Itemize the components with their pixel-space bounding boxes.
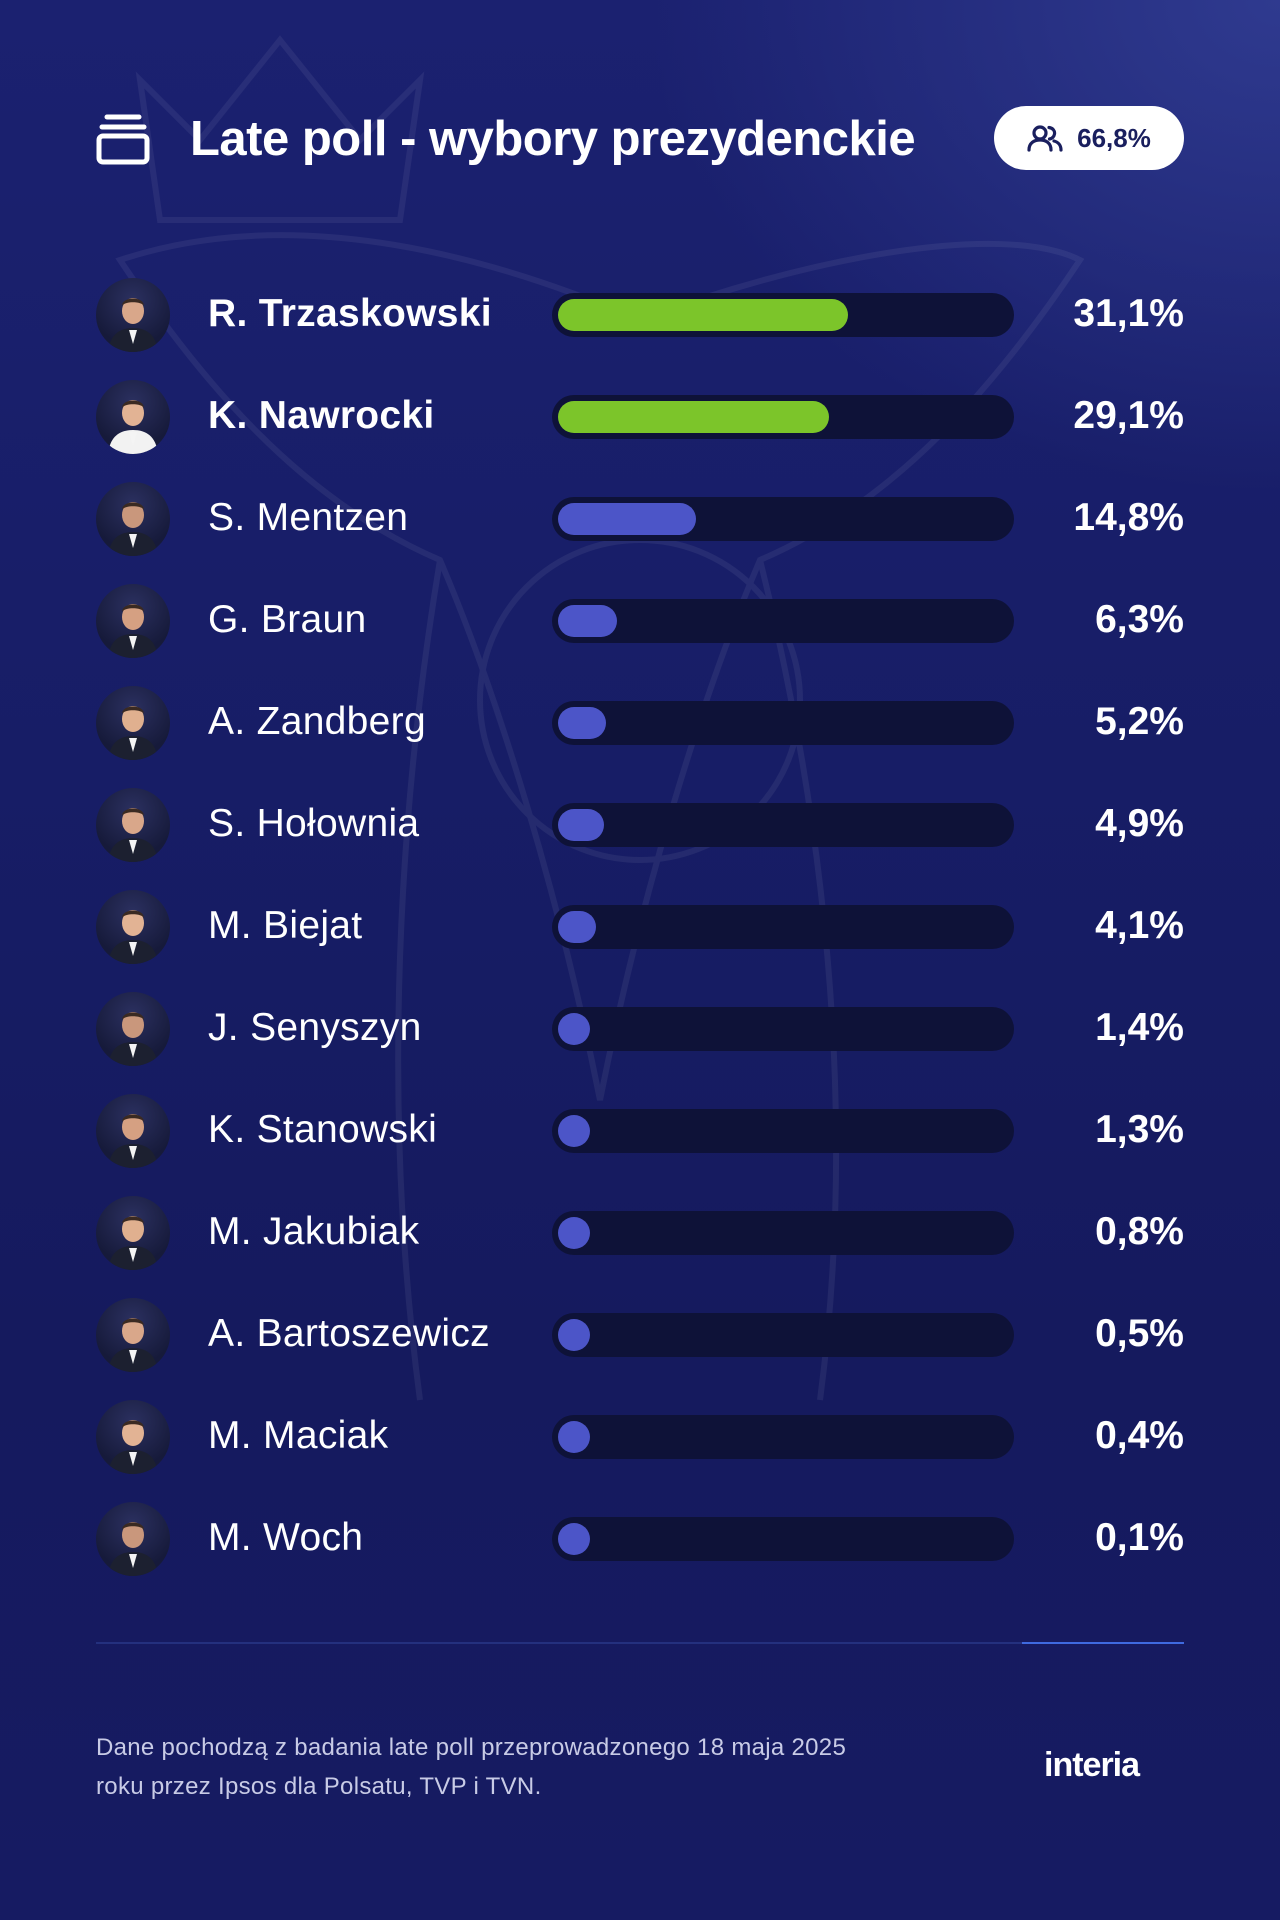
bar-value-label: 31,1% <box>1073 292 1184 335</box>
bar-fill <box>558 1217 590 1249</box>
turnout-badge: 66,8% <box>994 106 1184 170</box>
candidate-avatar <box>96 1502 170 1576</box>
candidate-name: J. Senyszyn <box>208 1006 422 1049</box>
candidate-avatar <box>96 890 170 964</box>
bar-fill <box>558 1013 590 1045</box>
header: Late poll - wybory prezydenckie 66,8% <box>96 104 1184 174</box>
candidate-row: A. Zandberg 5,2% <box>96 686 1184 788</box>
candidate-avatar <box>96 686 170 760</box>
bar-track <box>552 293 1014 337</box>
candidate-row: S. Mentzen 14,8% <box>96 482 1184 584</box>
candidate-avatar <box>96 584 170 658</box>
candidate-avatar <box>96 380 170 454</box>
bar-fill <box>558 809 604 841</box>
page-title: Late poll - wybory prezydenckie <box>190 112 916 166</box>
turnout-value: 66,8% <box>1077 122 1151 153</box>
bar-fill <box>558 401 829 433</box>
bar-track <box>552 1313 1014 1357</box>
candidate-avatar <box>96 482 170 556</box>
candidate-avatar <box>96 1094 170 1168</box>
bar-value-label: 4,9% <box>1095 802 1184 845</box>
bar-value-label: 14,8% <box>1073 496 1184 539</box>
bar-track <box>552 1517 1014 1561</box>
bar-chart: R. Trzaskowski 31,1% K. Nawrocki 29,1% S. Me… <box>96 278 1184 1604</box>
divider-accent <box>1022 1642 1184 1644</box>
bar-value-label: 1,3% <box>1095 1108 1184 1151</box>
candidate-name: M. Maciak <box>208 1414 389 1457</box>
bar-fill <box>558 707 606 739</box>
candidate-row: K. Stanowski 1,3% <box>96 1094 1184 1196</box>
candidate-name: A. Zandberg <box>208 700 426 743</box>
candidate-name: G. Braun <box>208 598 367 641</box>
candidate-row: J. Senyszyn 1,4% <box>96 992 1184 1094</box>
bar-fill <box>558 1115 590 1147</box>
bar-track <box>552 599 1014 643</box>
bar-fill <box>558 911 596 943</box>
interia-logo: interia <box>1044 1746 1140 1784</box>
bar-value-label: 0,5% <box>1095 1312 1184 1355</box>
candidate-row: R. Trzaskowski 31,1% <box>96 278 1184 380</box>
bar-value-label: 0,4% <box>1095 1414 1184 1457</box>
candidate-name: S. Hołownia <box>208 802 420 845</box>
candidate-name: K. Nawrocki <box>208 394 435 437</box>
bar-track <box>552 1211 1014 1255</box>
bar-fill <box>558 503 696 535</box>
bar-value-label: 0,8% <box>1095 1210 1184 1253</box>
bar-track <box>552 701 1014 745</box>
candidate-name: S. Mentzen <box>208 496 409 539</box>
candidate-name: M. Woch <box>208 1516 364 1559</box>
candidate-row: K. Nawrocki 29,1% <box>96 380 1184 482</box>
bar-value-label: 0,1% <box>1095 1516 1184 1559</box>
bar-value-label: 6,3% <box>1095 598 1184 641</box>
candidate-avatar <box>96 1400 170 1474</box>
candidate-avatar <box>96 1298 170 1372</box>
bar-value-label: 1,4% <box>1095 1006 1184 1049</box>
candidate-name: R. Trzaskowski <box>208 292 492 335</box>
people-icon <box>1027 125 1063 152</box>
candidate-row: G. Braun 6,3% <box>96 584 1184 686</box>
candidate-row: S. Hołownia 4,9% <box>96 788 1184 890</box>
bar-value-label: 5,2% <box>1095 700 1184 743</box>
bar-fill <box>558 605 617 637</box>
stack-icon <box>96 110 154 168</box>
bar-track <box>552 1109 1014 1153</box>
source-note: Dane pochodzą z badania late poll przepr… <box>96 1734 847 1800</box>
candidate-avatar <box>96 788 170 862</box>
bar-track <box>552 803 1014 847</box>
bar-track <box>552 1415 1014 1459</box>
bar-track <box>552 1007 1014 1051</box>
candidate-name: A. Bartoszewicz <box>208 1312 490 1355</box>
bar-value-label: 29,1% <box>1073 394 1184 437</box>
candidate-name: M. Biejat <box>208 904 363 947</box>
candidate-row: M. Biejat 4,1% <box>96 890 1184 992</box>
candidate-row: A. Bartoszewicz 0,5% <box>96 1298 1184 1400</box>
divider <box>96 1642 1184 1644</box>
bar-fill <box>558 1319 590 1351</box>
candidate-avatar <box>96 278 170 352</box>
bar-track <box>552 905 1014 949</box>
candidate-row: M. Maciak 0,4% <box>96 1400 1184 1502</box>
bar-fill <box>558 1523 590 1555</box>
bar-track <box>552 497 1014 541</box>
candidate-row: M. Woch 0,1% <box>96 1502 1184 1604</box>
candidate-name: M. Jakubiak <box>208 1210 420 1253</box>
bar-fill <box>558 299 848 331</box>
bar-fill <box>558 1421 590 1453</box>
candidate-avatar <box>96 1196 170 1270</box>
bar-value-label: 4,1% <box>1095 904 1184 947</box>
candidate-name: K. Stanowski <box>208 1108 438 1151</box>
bar-track <box>552 395 1014 439</box>
candidate-avatar <box>96 992 170 1066</box>
candidate-row: M. Jakubiak 0,8% <box>96 1196 1184 1298</box>
